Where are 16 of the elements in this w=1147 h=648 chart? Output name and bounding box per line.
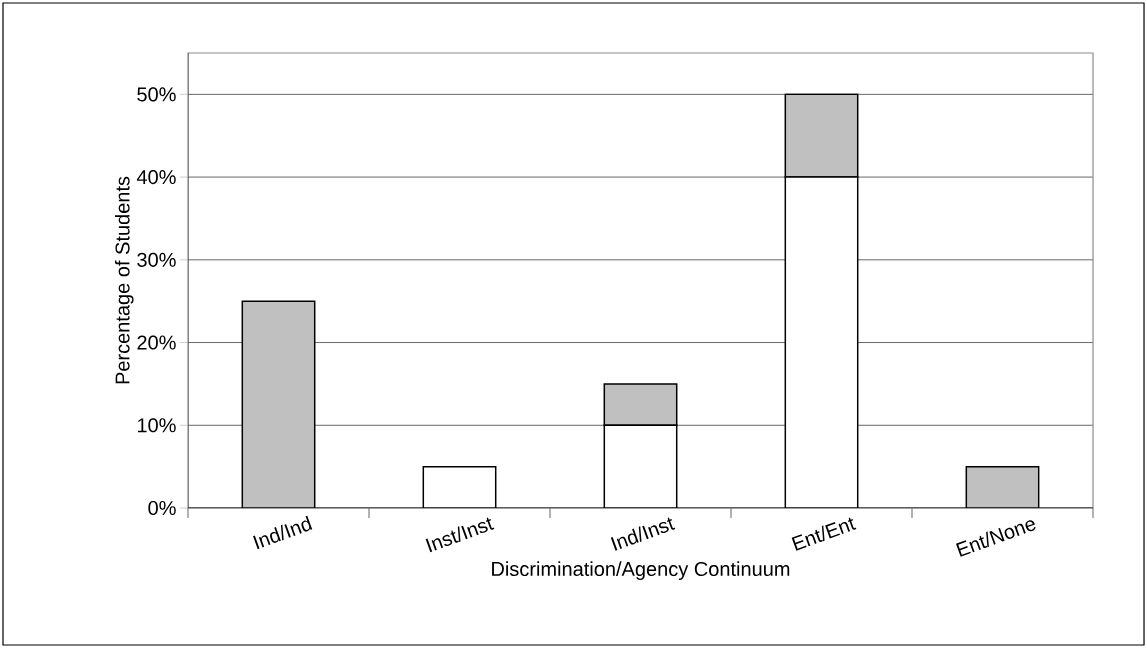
bar <box>241 300 316 508</box>
y-tick-label: 20% <box>137 335 176 350</box>
y-tick-label: 0% <box>148 500 176 516</box>
bar <box>784 93 859 178</box>
x-axis-title: Discrimination/Agency Continuum <box>492 561 790 580</box>
y-tick-label: 30% <box>137 252 176 267</box>
bar <box>965 465 1040 508</box>
y-axis-title: Percentage of Students <box>114 176 134 384</box>
y-tick-label: 10% <box>137 418 176 433</box>
y-tick-label: 40% <box>136 170 176 185</box>
x-tick-label: Ent/Ent <box>791 517 857 551</box>
y-tick-label: 50% <box>137 87 176 102</box>
x-tick-label: Ind/Ind <box>253 515 313 550</box>
bar <box>603 383 678 427</box>
x-tick-label: Ind/Inst <box>610 517 676 551</box>
bar <box>784 176 859 508</box>
